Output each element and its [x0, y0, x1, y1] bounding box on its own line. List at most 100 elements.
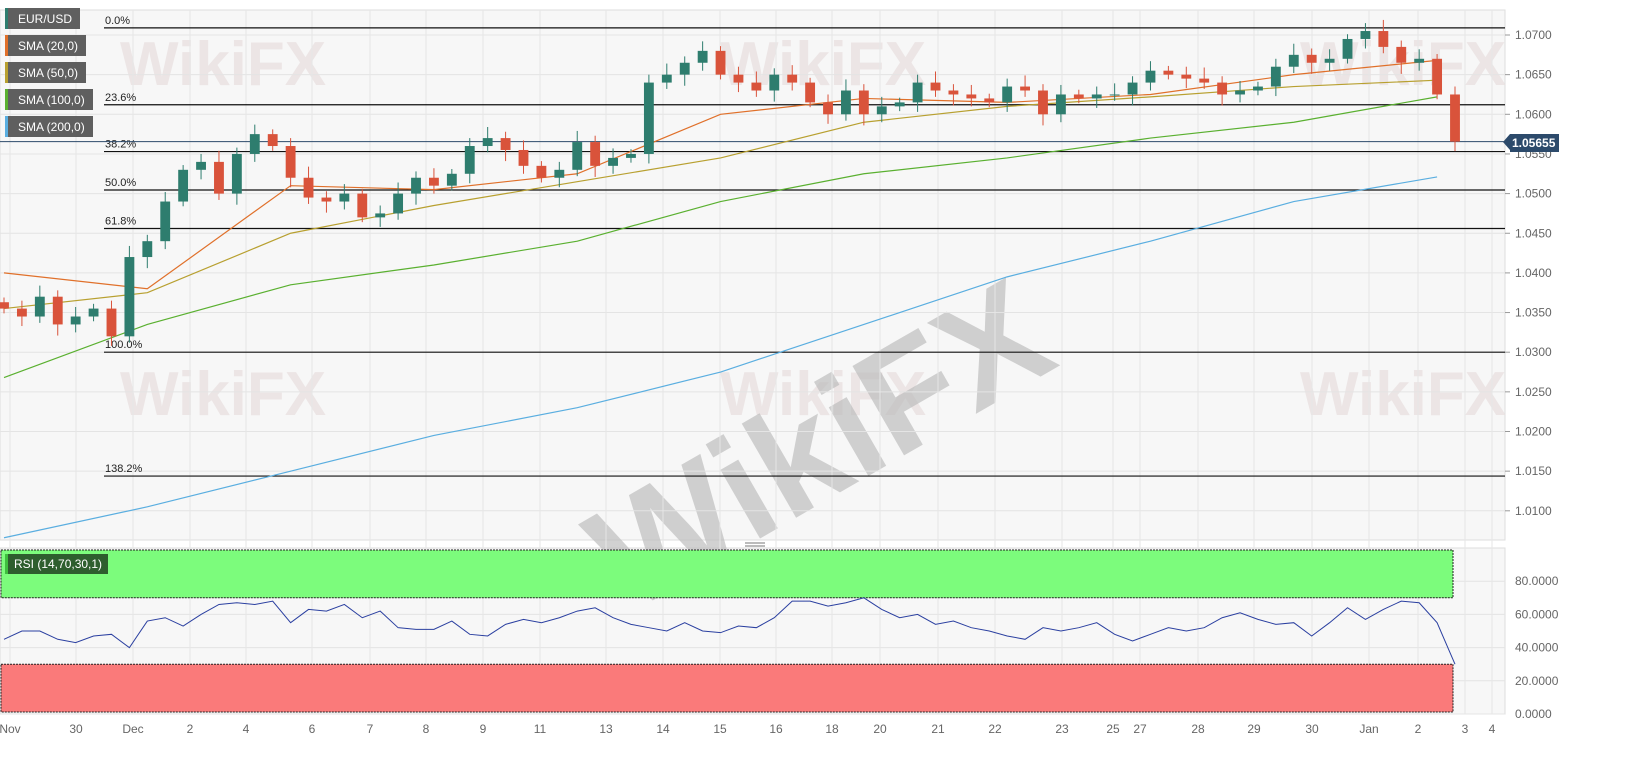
legend-sma-200[interactable]: SMA (200,0): [5, 116, 93, 137]
candle: [321, 191, 332, 213]
candle: [679, 56, 690, 86]
candle: [196, 153, 206, 180]
candle: [1324, 49, 1335, 71]
legend-sma-20[interactable]: SMA (20,0): [5, 35, 87, 56]
candle-body: [554, 169, 565, 178]
candle-body: [894, 102, 905, 107]
legend-label: SMA (100,0): [18, 92, 85, 107]
candle: [1288, 43, 1299, 74]
candle-body: [1109, 94, 1120, 96]
x-tick-label: 14: [656, 722, 670, 736]
fib-label: 61.8%: [105, 215, 136, 227]
candle-body: [411, 177, 421, 194]
candle: [88, 303, 99, 322]
candle: [876, 96, 887, 123]
candle-body: [1073, 94, 1084, 99]
candle-body: [1163, 70, 1174, 75]
legend-eurusd[interactable]: EUR/USD: [5, 8, 81, 29]
candle-body: [841, 90, 851, 115]
fib-label: 38.2%: [105, 139, 136, 151]
candle: [52, 290, 63, 336]
candle: [1055, 84, 1066, 123]
x-tick-label: 6: [309, 722, 316, 736]
candle: [643, 74, 654, 164]
candle: [106, 300, 117, 346]
candle-body: [1253, 86, 1263, 91]
candle: [554, 161, 565, 188]
candle-body: [1127, 82, 1138, 95]
candle: [1163, 65, 1174, 80]
rsi-tick-label: 40.0000: [1515, 641, 1559, 655]
rsi-tick-label: 20.0000: [1515, 674, 1559, 688]
x-tick-label: 27: [1133, 722, 1147, 736]
candle-body: [661, 74, 672, 83]
candle: [231, 147, 242, 205]
candle-body: [1199, 78, 1210, 83]
candle: [948, 84, 959, 106]
candle-body: [876, 106, 887, 115]
candle: [1002, 78, 1013, 112]
candle: [518, 140, 529, 174]
candle: [160, 192, 171, 250]
candle: [1432, 54, 1443, 100]
candle: [16, 300, 27, 327]
x-tick-label: 3: [1462, 722, 1469, 736]
candle-body: [1378, 31, 1389, 47]
candle-body: [1342, 38, 1353, 59]
candle-body: [572, 142, 583, 170]
legend-sma-50[interactable]: SMA (50,0): [5, 62, 87, 83]
legend-label: SMA (50,0): [18, 65, 79, 80]
candle: [841, 79, 851, 121]
pane-resize-handle[interactable]: [745, 542, 765, 547]
candle: [357, 188, 368, 223]
current-price-tag: 1.05655: [1502, 134, 1560, 152]
candle: [590, 135, 601, 177]
legend-sma-100[interactable]: SMA (100,0): [5, 89, 93, 110]
candle: [536, 161, 547, 183]
x-tick-label: 16: [769, 722, 783, 736]
x-tick-label: 25: [1106, 722, 1120, 736]
candle: [303, 166, 314, 204]
candle: [1091, 86, 1102, 108]
candle: [1199, 67, 1210, 89]
x-tick-label: Nov: [0, 722, 21, 736]
candle-body: [518, 149, 529, 166]
candle: [966, 84, 977, 107]
candle-body: [1414, 58, 1425, 63]
legend-label: SMA (200,0): [18, 119, 85, 134]
candle-body: [124, 257, 135, 337]
x-tick-label: 15: [713, 722, 727, 736]
oversold-zone: [0, 663, 1454, 713]
candle-body: [697, 50, 708, 63]
candle: [339, 184, 350, 210]
candle-body: [679, 62, 690, 75]
y-tick-label: 1.0200: [1515, 425, 1552, 439]
candle: [1253, 81, 1263, 96]
candle-body: [375, 213, 386, 218]
candle: [70, 306, 81, 333]
y-tick-label: 1.0100: [1515, 504, 1552, 518]
fib-label: 100.0%: [105, 339, 143, 351]
candle: [267, 129, 278, 151]
x-tick-label: 21: [931, 722, 945, 736]
candle: [1270, 58, 1281, 97]
x-tick-label: 22: [988, 722, 1002, 736]
rsi-legend[interactable]: RSI (14,70,30,1): [5, 554, 109, 574]
candle-body: [393, 193, 404, 214]
sma-line: [3, 79, 1438, 310]
rsi-legend-label: RSI (14,70,30,1): [14, 557, 103, 571]
y-tick-label: 1.0350: [1515, 306, 1552, 320]
candle-body: [106, 308, 117, 337]
candle-body: [590, 142, 601, 166]
candle-body: [357, 193, 368, 218]
candle-body: [339, 193, 350, 202]
y-tick-label: 1.0250: [1515, 385, 1552, 399]
candle: [930, 71, 941, 97]
candle: [178, 165, 189, 207]
candle: [285, 138, 296, 188]
candle: [411, 171, 421, 205]
candle: [124, 245, 135, 343]
candle: [715, 46, 726, 80]
candle-body: [805, 82, 816, 103]
time-axis: Nov 30 Dec 2 4 6 7 8 9 11 13 14 15 16 18 20 21 22 23 25 27 28…: [0, 722, 1496, 736]
